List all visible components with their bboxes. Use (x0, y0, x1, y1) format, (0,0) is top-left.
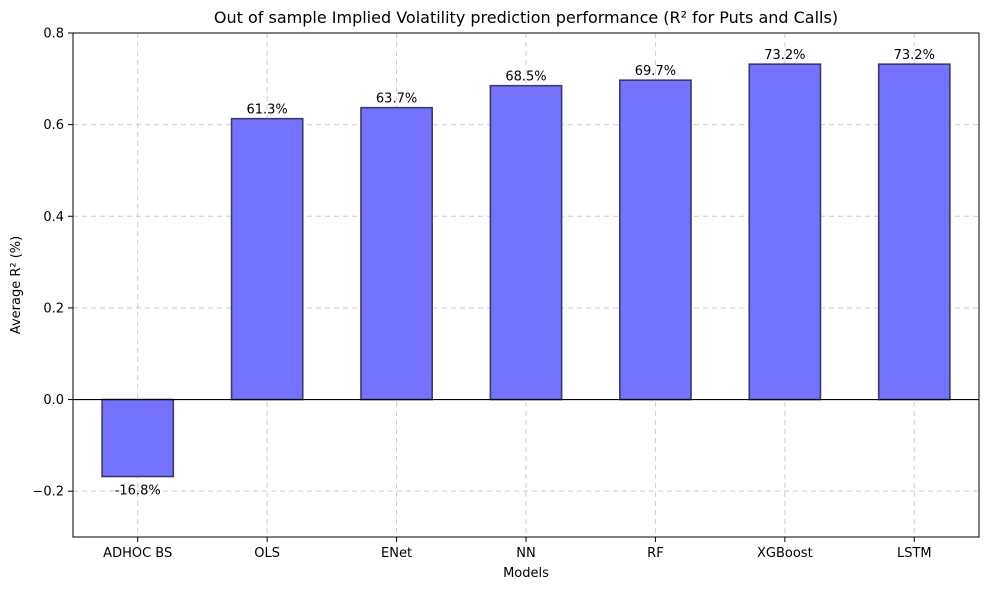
x-tick-label: LSTM (897, 546, 932, 561)
data-label: 63.7% (376, 92, 417, 107)
x-tick-label: ADHOC BS (103, 546, 172, 561)
bar-lstm (877, 63, 951, 401)
y-tick-label: 0.8 (43, 27, 64, 42)
data-label: 68.5% (505, 70, 546, 85)
data-label: 73.2% (894, 48, 935, 63)
x-tick-label: XGBoost (757, 546, 813, 561)
bar-enet (360, 106, 433, 401)
data-label: 61.3% (246, 103, 287, 118)
y-tick-label: 0.4 (43, 210, 64, 225)
data-label: -16.8% (115, 484, 161, 499)
data-labels: -16.8% 61.3% 63.7% 68.5% 69.7% 73.2% 73.2% (115, 48, 935, 498)
bars (101, 63, 951, 478)
y-tick-label: 0.6 (43, 118, 64, 133)
y-axis-ticks: −0.2 0.0 0.2 0.4 0.6 0.8 (32, 27, 73, 500)
y-tick-label: 0.2 (43, 301, 64, 316)
bar-xgboost (748, 63, 822, 401)
bar-rf (619, 79, 692, 401)
x-tick-label: RF (647, 546, 664, 561)
x-axis-label: Models (503, 566, 549, 581)
y-axis-label: Average R² (%) (9, 236, 24, 334)
bar-adhoc-bs (101, 398, 175, 478)
chart-title: Out of sample Implied Volatility predict… (214, 8, 838, 27)
bar-ols (230, 117, 304, 401)
bar-nn (489, 84, 563, 401)
y-tick-label: −0.2 (32, 485, 64, 500)
data-label: 73.2% (764, 48, 805, 63)
x-tick-label: OLS (254, 546, 280, 561)
data-label: 69.7% (635, 64, 676, 79)
x-axis-ticks: ADHOC BS OLS ENet NN RF XGBoost LSTM (103, 537, 932, 561)
x-tick-label: NN (516, 546, 535, 561)
x-tick-label: ENet (381, 546, 412, 561)
y-tick-label: 0.0 (43, 393, 64, 408)
